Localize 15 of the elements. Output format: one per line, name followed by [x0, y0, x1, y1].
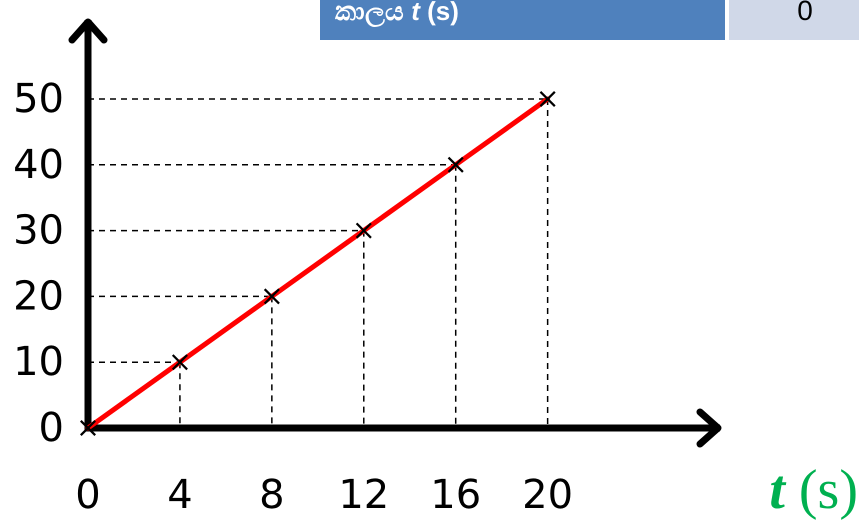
y-tick-label: 30 — [13, 208, 64, 254]
x-tick-label: 8 — [259, 472, 285, 518]
y-tick-label: 0 — [38, 405, 64, 451]
annotation: කාලය t (s) — [335, 0, 459, 28]
y-tick-label: 20 — [13, 273, 64, 320]
x-tick-label: 0 — [75, 472, 101, 518]
y-tick-label: 40 — [13, 142, 64, 188]
x-tick-label: 4 — [167, 472, 193, 518]
y-tick-label: 10 — [13, 339, 64, 386]
x-tick-label: 16 — [430, 472, 482, 518]
y-tick-label: 50 — [13, 76, 64, 122]
x-axis-title: t (s) — [769, 459, 858, 521]
x-tick-label: 12 — [338, 472, 390, 518]
x-tick-label: 20 — [522, 472, 574, 518]
table-header-cells: කාලය t (s) 0 — [320, 0, 859, 40]
